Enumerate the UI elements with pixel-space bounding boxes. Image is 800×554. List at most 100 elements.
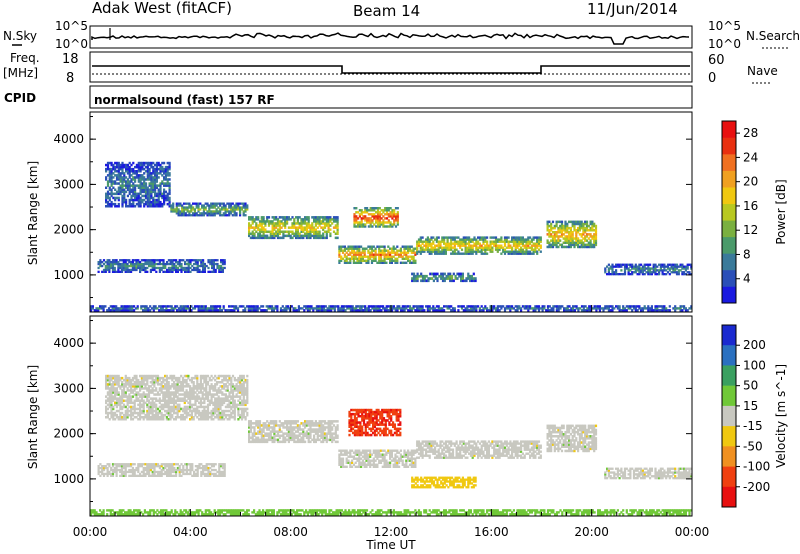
data-cell: [537, 248, 541, 251]
data-cell: [155, 180, 158, 183]
data-cell: [473, 250, 476, 253]
data-cell: [155, 176, 158, 179]
data-cell: [285, 305, 288, 308]
data-cell: [191, 474, 194, 477]
data-cell: [385, 211, 389, 214]
data-cell: [206, 202, 209, 205]
data-cell: [105, 401, 108, 405]
data-cell: [385, 209, 389, 212]
data-cell: [120, 264, 124, 268]
data-cell: [416, 244, 419, 247]
data-cell: [255, 222, 258, 225]
data-cell: [185, 395, 188, 398]
data-cell: [183, 397, 186, 400]
data-cell: [223, 474, 226, 477]
data-cell: [514, 246, 517, 249]
data-cell: [509, 252, 512, 255]
data-cell: [303, 309, 306, 312]
data-cell: [110, 468, 113, 472]
data-cell: [314, 222, 317, 225]
data-cell: [392, 245, 395, 248]
data-cell: [140, 416, 143, 419]
data-cell: [443, 246, 446, 249]
data-cell: [288, 307, 292, 310]
data-cell: [656, 273, 659, 276]
data-cell: [369, 225, 372, 228]
data-cell: [171, 393, 174, 396]
data-cell: [128, 397, 131, 400]
data-cell: [367, 251, 370, 254]
data-cell: [447, 274, 450, 278]
data-cell: [162, 416, 165, 419]
data-cell: [394, 215, 398, 218]
data-cell: [258, 236, 262, 240]
data-cell: [160, 405, 163, 409]
data-cell: [128, 202, 131, 206]
data-cell: [151, 416, 154, 419]
data-cell: [207, 472, 210, 476]
data-cell: [115, 270, 118, 273]
data-cell: [249, 224, 252, 227]
data-cell: [451, 252, 455, 255]
data-cell: [448, 236, 451, 239]
data-cell: [125, 165, 128, 169]
data-cell: [130, 381, 133, 384]
data-cell: [527, 240, 530, 243]
data-cell: [133, 403, 136, 407]
data-cell: [208, 214, 211, 217]
data-cell: [147, 376, 151, 380]
data-cell: [154, 205, 157, 208]
data-cell: [125, 202, 128, 206]
data-cell: [529, 242, 532, 245]
data-cell: [352, 251, 355, 254]
data-cell: [650, 307, 653, 310]
data-cell: [175, 470, 178, 474]
data-cell: [412, 274, 416, 278]
data-cell: [534, 307, 537, 310]
data-cell: [559, 226, 562, 230]
data-cell: [187, 262, 190, 266]
data-cell: [557, 307, 560, 310]
data-cell: [392, 255, 395, 258]
data-cell: [145, 305, 148, 308]
data-cell: [343, 249, 346, 252]
data-cell: [672, 267, 675, 270]
data-cell: [401, 305, 404, 308]
data-cell: [142, 309, 145, 312]
data-cell: [104, 261, 107, 264]
data-cell: [520, 250, 523, 253]
data-cell: [139, 399, 142, 402]
data-cell: [122, 474, 125, 477]
data-cell: [156, 374, 160, 378]
data-cell: [240, 202, 243, 205]
data-cell: [216, 259, 219, 262]
data-cell: [358, 257, 361, 260]
data-cell: [314, 236, 317, 240]
data-cell: [674, 267, 677, 270]
data-cell: [412, 277, 416, 280]
data-cell: [686, 267, 689, 270]
data-cell: [463, 279, 466, 283]
data-cell: [469, 238, 472, 241]
data-cell: [360, 257, 363, 260]
data-cell: [117, 196, 120, 200]
data-cell: [188, 204, 191, 207]
data-cell: [389, 253, 392, 256]
data-cell: [372, 249, 375, 252]
data-cell: [164, 401, 167, 405]
data-cell: [450, 274, 454, 278]
data-cell: [242, 210, 245, 213]
data-cell: [539, 240, 542, 243]
data-cell: [213, 305, 216, 308]
data-cell: [155, 178, 158, 181]
data-cell: [318, 224, 321, 227]
data-cell: [332, 230, 336, 233]
data-cell: [302, 222, 305, 225]
data-cell: [132, 172, 135, 175]
data-cell: [144, 194, 148, 198]
data-cell: [370, 253, 374, 256]
data-cell: [216, 474, 219, 477]
data-cell: [335, 305, 338, 308]
data-cell: [258, 232, 262, 235]
data-cell: [242, 214, 245, 217]
